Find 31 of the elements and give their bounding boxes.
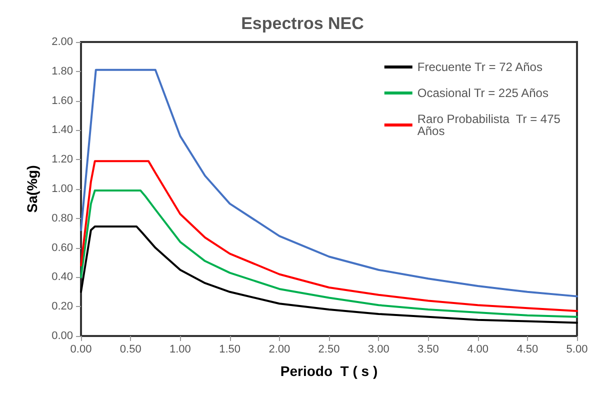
y-axis-title: Sa(%g) <box>24 165 40 213</box>
x-tick-label: 0.00 <box>70 344 92 356</box>
y-tick-label: 0.60 <box>52 242 73 254</box>
x-tick-label: 4.50 <box>516 344 538 356</box>
y-tick-label: 0.00 <box>52 330 73 342</box>
x-tick-label: 1.50 <box>219 344 241 356</box>
y-tick-label: 1.20 <box>52 154 73 166</box>
x-tick-label: 0.50 <box>120 344 142 356</box>
legend-label: Frecuente Tr = 72 Años <box>417 60 542 74</box>
legend-label: Ocasional Tr = 225 Años <box>417 86 548 100</box>
x-tick-label: 3.50 <box>417 344 439 356</box>
chart-title: Espectros NEC <box>241 14 364 33</box>
x-tick-label: 3.00 <box>368 344 390 356</box>
y-tick-label: 1.00 <box>52 183 73 195</box>
y-tick-label: 1.40 <box>52 124 73 136</box>
line-series <box>80 189 578 318</box>
y-tick-label: 0.20 <box>52 300 73 313</box>
x-tick-label: 5.00 <box>566 344 588 356</box>
y-tick-label: 2.00 <box>52 36 73 48</box>
legend-label: Raro Probabilista Tr = 475 Años <box>417 112 564 138</box>
y-tick-label: 0.40 <box>52 271 73 284</box>
x-tick-label: 4.00 <box>467 344 489 356</box>
line-series <box>80 160 578 312</box>
y-tick-label: 0.80 <box>52 212 73 224</box>
x-tick-label: 2.00 <box>268 344 290 356</box>
line-series <box>80 225 578 324</box>
y-tick-label: 1.80 <box>52 65 73 78</box>
x-tick-label: 2.50 <box>318 344 340 356</box>
y-tick-label: 1.60 <box>52 94 73 107</box>
x-tick-label: 1.00 <box>169 344 191 356</box>
x-axis-title: Periodo T ( s ) <box>280 363 378 379</box>
